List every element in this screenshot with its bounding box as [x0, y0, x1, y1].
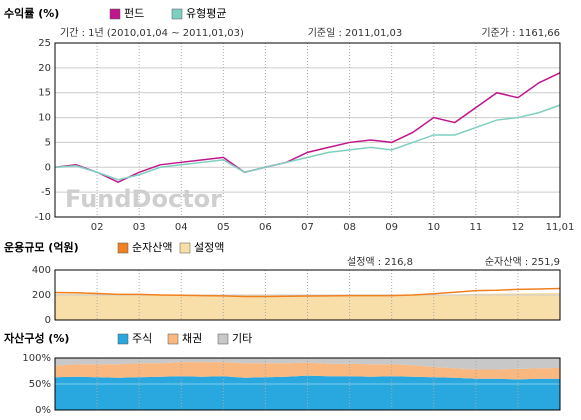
x-tick-label: 05 — [217, 222, 230, 233]
stacked-area — [55, 375, 560, 410]
y-tick-label: 20 — [38, 63, 51, 74]
y-tick-label: 0% — [35, 405, 51, 416]
plot-border — [54, 42, 561, 218]
x-tick-label: 12 — [512, 222, 525, 233]
y-tick-label: 0 — [45, 315, 51, 326]
line — [54, 104, 561, 181]
y-tick-label: 200 — [32, 290, 51, 301]
legend-swatch — [179, 242, 191, 254]
info-text: 기준가 : 1161,66 — [481, 27, 560, 39]
y-tick-label: 5 — [45, 137, 51, 148]
watermark: FundDoctor — [65, 185, 222, 213]
legend-label: 기타 — [232, 332, 252, 345]
line — [54, 72, 561, 184]
y-tick-label: 25 — [38, 38, 51, 49]
legend-swatch — [117, 242, 129, 254]
info-text: 기준일 : 2011,01,03 — [308, 27, 403, 39]
line — [54, 287, 561, 298]
x-tick-label: 09 — [385, 222, 398, 233]
plot-border — [54, 269, 561, 321]
y-tick-label: 0 — [45, 162, 51, 173]
legend-swatch — [167, 333, 179, 345]
y-tick-label: 15 — [38, 88, 51, 99]
info-text: 설정액 : 216,8 — [347, 256, 413, 268]
x-tick-label: 10 — [427, 222, 440, 233]
y-tick-label: 100% — [22, 353, 51, 364]
x-tick-label: 06 — [259, 222, 272, 233]
chart-title: 수익률 (%) — [4, 7, 59, 20]
info-text: 기간 : 1년 (2010,01,04 ~ 2011,01,03) — [60, 27, 244, 39]
y-tick-label: 50% — [29, 379, 51, 390]
x-tick-label: 07 — [301, 222, 314, 233]
x-tick-label: 11,01 — [546, 222, 575, 233]
x-tick-label: 08 — [343, 222, 356, 233]
legend-swatch — [217, 333, 229, 345]
x-tick-label: 04 — [175, 222, 188, 233]
info-text: 순자산액 : 251,9 — [485, 256, 560, 268]
legend-label: 펀드 — [124, 7, 144, 20]
x-tick-label: 11 — [469, 222, 482, 233]
legend-swatch — [171, 8, 183, 20]
legend-label: 유형평균 — [186, 7, 226, 20]
x-tick-label: 02 — [91, 222, 104, 233]
legend-label: 순자산액 — [132, 241, 172, 254]
legend-swatch — [117, 333, 129, 345]
y-tick-label: 400 — [32, 265, 51, 276]
y-tick-label: 10 — [38, 113, 51, 124]
plot-border — [54, 357, 561, 411]
y-tick-label: -10 — [35, 212, 51, 223]
legend-label: 주식 — [132, 332, 152, 345]
chart-title: 자산구성 (%) — [4, 331, 69, 345]
legend-label: 설정액 — [194, 241, 224, 254]
legend-label: 채권 — [182, 332, 202, 345]
x-tick-label: 03 — [133, 222, 146, 233]
stacked-area — [55, 358, 560, 370]
legend-swatch — [109, 8, 121, 20]
y-tick-label: -5 — [41, 187, 51, 198]
chart-title: 운용규모 (억원) — [4, 240, 79, 254]
